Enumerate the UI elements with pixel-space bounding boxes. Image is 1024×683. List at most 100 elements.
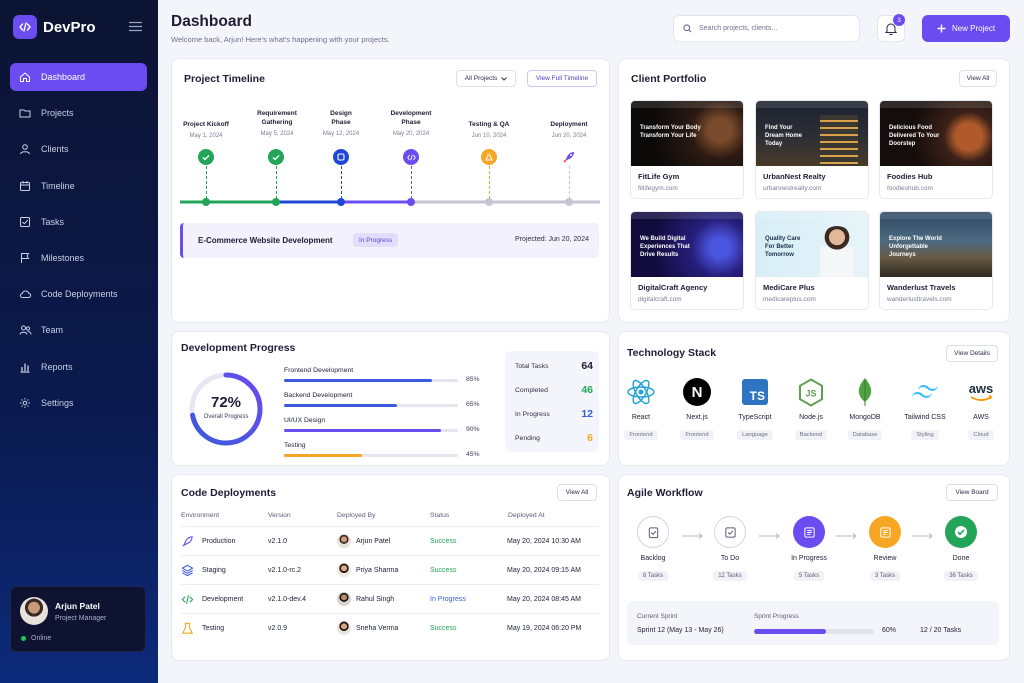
stat-total-tasks: Total Tasks 64: [515, 360, 593, 372]
deployment-environment: Staging: [202, 567, 226, 574]
tech-nextjs[interactable]: N Next.js Frontend: [669, 377, 725, 441]
milestone-connector: [276, 166, 277, 199]
client-card-wanderlust[interactable]: Explore The World Unforgettable Journeys…: [879, 211, 993, 310]
column-header-status: Status: [430, 512, 450, 519]
sidebar-item-team[interactable]: Team: [10, 316, 147, 344]
table-row[interactable]: Production v2.1.0 Arjun Patel Success Ma…: [181, 526, 599, 555]
page-title: Dashboard: [171, 13, 252, 30]
sidebar-item-label: Clients: [41, 144, 69, 155]
table-row[interactable]: Staging v2.1.0-rc.2 Priya Sharma Success…: [181, 555, 599, 584]
menu-icon[interactable]: [129, 21, 142, 32]
sidebar-item-code-deployments[interactable]: Code Deployments: [10, 280, 147, 308]
thumbnail-navbar: [756, 101, 868, 108]
svg-text:JS: JS: [805, 388, 816, 398]
stage-name: In Progress: [791, 555, 827, 562]
progress-bar-label: Frontend Development: [284, 367, 354, 374]
milestone: Requirement Gathering May 5, 2024: [237, 110, 317, 137]
stage-name: Backlog: [640, 555, 666, 562]
milestone-date: May 20, 2024: [392, 130, 430, 137]
design-square-icon: [333, 149, 349, 165]
client-card-fitlife[interactable]: Transform Your Body Transform Your Life …: [630, 100, 744, 199]
progress-bar-label: UI/UX Design: [284, 417, 326, 424]
deployed-at: May 20, 2024 08:45 AM: [507, 596, 581, 603]
workflow-stage-todo[interactable]: To Do 12 Tasks: [700, 516, 760, 582]
milestone-title: Deployment: [550, 121, 588, 128]
rocket-icon: [561, 149, 577, 165]
column-header-version: Version: [268, 512, 291, 519]
tech-name: AWS: [973, 414, 989, 421]
column-header-deployed-at: Deployed At: [508, 512, 545, 519]
online-dot-icon: [21, 636, 26, 641]
workflow-stage-in-progress[interactable]: In Progress 5 Tasks: [779, 516, 839, 582]
tech-tag: Frontend: [680, 430, 714, 440]
arrow-right-icon: [759, 533, 780, 539]
sidebar-item-reports[interactable]: Reports: [10, 353, 147, 381]
client-thumbnail: Quality Care For Better Tomorrow: [756, 212, 868, 277]
workflow-stage-done[interactable]: Done 36 Tasks: [931, 516, 991, 582]
view-board-button[interactable]: View Board: [946, 484, 998, 501]
progress-bar-pct: 45%: [466, 451, 480, 458]
sidebar-item-projects[interactable]: Projects: [10, 99, 147, 127]
new-project-button[interactable]: New Project: [922, 15, 1010, 42]
stat-label: In Progress: [515, 410, 550, 418]
tech-react[interactable]: React Frontend: [613, 377, 669, 441]
logo[interactable]: DevPro: [13, 15, 96, 39]
tech-typescript[interactable]: TS TypeScript Language: [727, 377, 783, 441]
client-card-medicare[interactable]: Quality Care For Better Tomorrow MediCar…: [755, 211, 869, 310]
tech-tag: Styling: [911, 430, 939, 440]
deployment-status: In Progress: [430, 596, 466, 603]
stat-value: 6: [587, 432, 593, 444]
search-icon: [683, 24, 692, 33]
workflow-stage-review[interactable]: Review 3 Tasks: [855, 516, 915, 582]
deployment-status: Success: [430, 538, 457, 545]
client-card-urbannest[interactable]: Find Your Dream Home Today UrbanNest Rea…: [755, 100, 869, 199]
column-header-environment: Environment: [181, 512, 220, 519]
progress-bar: [284, 429, 458, 432]
sidebar-item-settings[interactable]: Settings: [10, 389, 147, 417]
tech-aws[interactable]: aws AWS Cloud: [953, 377, 1009, 441]
search-input[interactable]: Search projects, clients...: [673, 15, 860, 42]
milestone: Project Kickoff May 1, 2024: [166, 121, 246, 139]
tech-mongodb[interactable]: MongoDB Database: [837, 377, 893, 441]
task-stats-panel: Total Tasks 64 Completed 46 In Progress 12 …: [505, 351, 599, 452]
stat-in-progress: In Progress 12: [515, 408, 593, 420]
milestone-title: Development Phase: [390, 110, 432, 126]
notification-badge: 3: [893, 14, 905, 26]
deployment-status: Success: [430, 625, 457, 632]
client-card-digitalcraft[interactable]: We Build Digital Experiences That Drive …: [630, 211, 744, 310]
stat-value: 46: [581, 384, 593, 396]
user-card[interactable]: Arjun Patel Project Manager Online: [10, 586, 146, 652]
tech-name: Next.js: [686, 414, 708, 421]
tech-stack-title: Technology Stack: [627, 347, 717, 359]
sidebar-item-dashboard[interactable]: Dashboard: [10, 63, 147, 91]
tech-tag: Language: [737, 430, 773, 440]
project-filter-select[interactable]: All Projects: [456, 70, 516, 87]
progress-bar-pct: 85%: [466, 376, 480, 383]
check-icon: [198, 149, 214, 165]
tech-nodejs[interactable]: JS Node.js Backend: [783, 377, 839, 441]
view-all-clients-button[interactable]: View All: [959, 70, 997, 87]
avatar: [337, 534, 351, 548]
current-sprint-value: Sprint 12 (May 13 - May 26): [637, 627, 724, 634]
thumbnail-navbar: [631, 101, 743, 108]
current-project-bar[interactable]: E-Commerce Website Development In Progre…: [180, 223, 599, 258]
sidebar-item-milestones[interactable]: Milestones: [10, 244, 147, 272]
table-row[interactable]: Development v2.1.0-dev.4 Rahul Singh In …: [181, 584, 599, 613]
client-url: medicareplus.com: [763, 296, 816, 303]
tech-tailwind[interactable]: Tailwind CSS Styling: [897, 377, 953, 441]
deployed-by: Rahul Singh: [356, 596, 395, 603]
sidebar-item-timeline[interactable]: Timeline: [10, 172, 147, 200]
table-row[interactable]: Testing v2.0.9 Sneha Verma Success May 1…: [181, 613, 599, 642]
sidebar-item-clients[interactable]: Clients: [10, 135, 147, 163]
client-card-foodies[interactable]: Delicious Food Delivered To Your Doorste…: [879, 100, 993, 199]
sidebar-item-label: Timeline: [41, 180, 75, 191]
progress-bar-fill: [284, 454, 363, 457]
milestone-title: Testing & QA: [468, 121, 510, 128]
deployment-version: v2.0.9: [268, 625, 288, 632]
view-all-deployments-button[interactable]: View All: [557, 484, 597, 501]
view-details-button[interactable]: View Details: [946, 345, 998, 362]
view-full-timeline-button[interactable]: View Full Timeline: [527, 70, 597, 87]
workflow-stage-backlog[interactable]: Backlog 8 Tasks: [623, 516, 683, 582]
sidebar-item-tasks[interactable]: Tasks: [10, 208, 147, 236]
overall-progress-value: 72%: [210, 394, 242, 411]
